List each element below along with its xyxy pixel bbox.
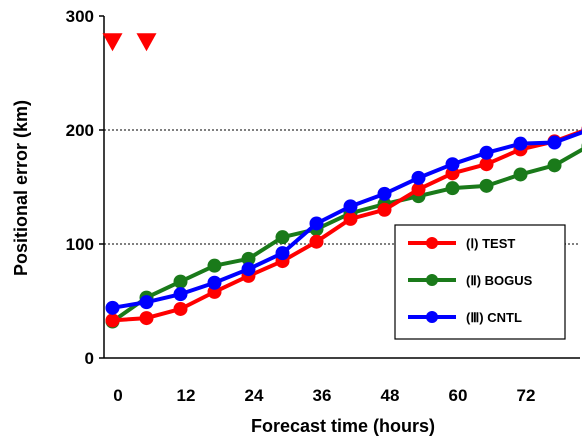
triangle-marker-0 — [102, 33, 123, 52]
series-2-point-0 — [105, 300, 120, 315]
series-2-point-7 — [343, 199, 358, 214]
legend-label-2: (Ⅲ) CNTL — [466, 310, 522, 325]
x-tick-label-2: 24 — [245, 386, 264, 405]
x-tick-label-6: 72 — [517, 386, 536, 405]
x-tick-label-0: 0 — [113, 386, 122, 405]
series-0-point-1 — [139, 311, 154, 326]
series-0-point-2 — [173, 301, 188, 316]
series-2-point-3 — [207, 275, 222, 290]
x-axis-title: Forecast time (hours) — [251, 416, 435, 436]
series-2-point-4 — [241, 262, 256, 277]
x-tick-label-4: 48 — [381, 386, 400, 405]
series-1-point-12 — [513, 167, 528, 182]
series-0-point-7 — [343, 211, 358, 226]
legend-swatch-dot-0 — [426, 237, 438, 249]
triangle-markers — [102, 33, 157, 52]
series-0-point-9 — [411, 182, 426, 197]
series-1-point-11 — [479, 178, 494, 193]
series-2-point-9 — [411, 170, 426, 185]
legend: (Ⅰ) TEST (Ⅱ) BOGUS (Ⅲ) CNTL — [394, 224, 566, 340]
y-tick-label-2: 200 — [66, 121, 94, 140]
series-2-point-12 — [513, 136, 528, 151]
series-2-point-10 — [445, 157, 460, 172]
series-2-point-11 — [479, 145, 494, 160]
axes — [99, 15, 580, 359]
series-0-point-6 — [309, 234, 324, 249]
series-2-point-1 — [139, 295, 154, 310]
series-1-point-4 — [241, 251, 256, 266]
series-layer — [105, 126, 582, 329]
x-tick-label-1: 12 — [177, 386, 196, 405]
series-2-point-2 — [173, 287, 188, 302]
series-0-point-0 — [105, 313, 120, 328]
y-tick-label-3: 300 — [66, 7, 94, 26]
series-1-point-3 — [207, 258, 222, 273]
tick-labels: 0100200300012243648607284 — [66, 7, 536, 405]
legend-label-1: (Ⅱ) BOGUS — [466, 273, 533, 288]
series-2-point-5 — [275, 246, 290, 261]
series-1-point-5 — [275, 230, 290, 245]
series-2-point-8 — [377, 186, 392, 201]
x-tick-label-5: 60 — [449, 386, 468, 405]
series-1-point-2 — [173, 274, 188, 289]
y-tick-label-0: 0 — [85, 349, 94, 368]
triangle-marker-1 — [136, 33, 157, 52]
legend-label-0: (Ⅰ) TEST — [466, 236, 515, 251]
series-2 — [105, 127, 582, 315]
y-axis-title: Positional error (km) — [11, 100, 31, 276]
y-tick-label-1: 100 — [66, 235, 94, 254]
series-1-point-13 — [547, 158, 562, 173]
series-2-point-13 — [547, 135, 562, 150]
series-1-point-10 — [445, 181, 460, 196]
series-0-point-8 — [377, 202, 392, 217]
x-tick-label-3: 36 — [313, 386, 332, 405]
series-2-point-6 — [309, 216, 324, 231]
series-0-point-11 — [479, 157, 494, 172]
legend-swatch-dot-2 — [426, 311, 438, 323]
legend-swatch-dot-1 — [426, 274, 438, 286]
